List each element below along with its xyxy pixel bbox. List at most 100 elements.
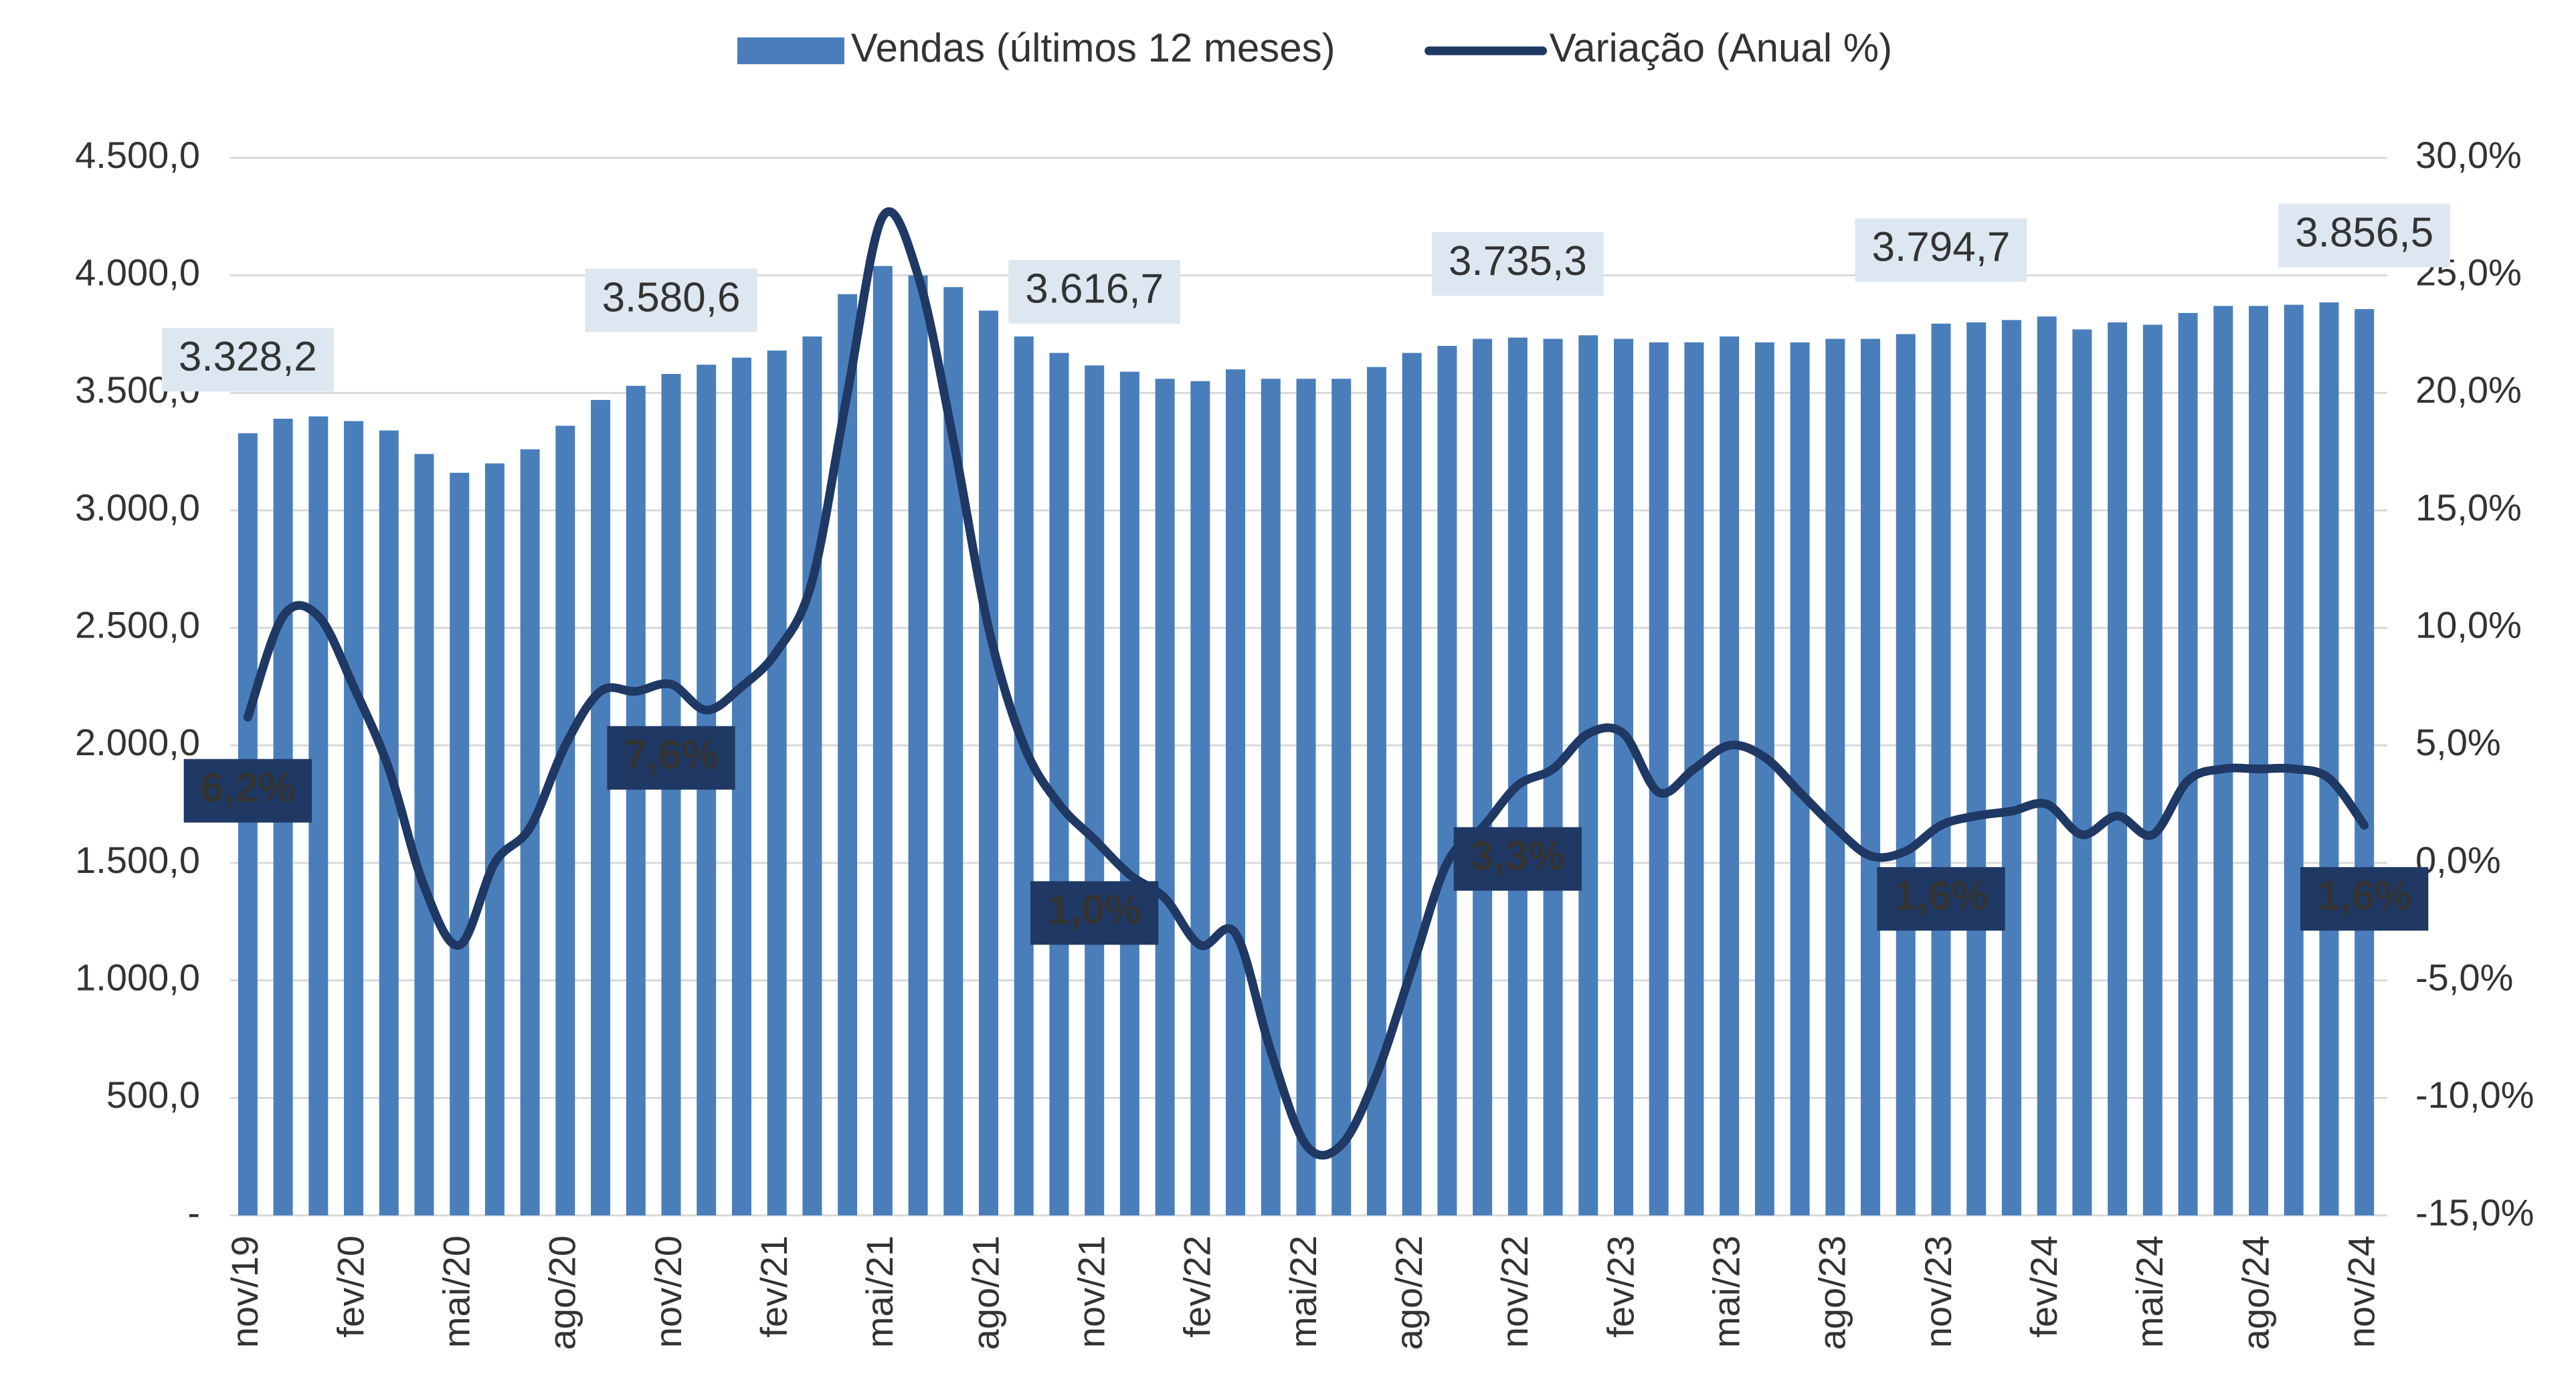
y-tick-label: 500,0 [106,1074,200,1116]
x-tick-label: nov/24 [2340,1235,2382,1348]
y-tick-label: 2.500,0 [75,603,200,646]
bar [697,365,717,1215]
data-label-box [1431,232,1604,296]
bar [344,421,364,1215]
bar [2037,316,2057,1215]
bar [1578,335,1598,1216]
data-label-box [607,726,735,790]
y2-tick-label: -15,0% [2415,1191,2534,1233]
bar [1825,338,1845,1216]
bar [767,351,787,1216]
x-tick-label: ago/21 [964,1235,1006,1350]
data-label-box [1453,827,1582,891]
bar [1155,379,1175,1215]
data-label: 1,6% [1894,873,1988,919]
x-tick-label: fev/23 [1599,1235,1641,1338]
bar [2001,320,2021,1215]
data-label-box [585,268,757,332]
bar [555,425,575,1215]
data-label: 7,6% [624,732,718,778]
x-tick-label: nov/22 [1493,1235,1536,1348]
bar [1861,338,1881,1216]
bar [2108,322,2128,1215]
bar [1296,379,1316,1215]
bar [1119,371,1139,1215]
x-tick-label: mai/22 [1282,1235,1324,1348]
legend-label: Variação (Anual %) [1550,25,1892,70]
bar [1437,346,1457,1215]
bar [379,430,399,1216]
bar [1261,379,1281,1215]
y2-tick-label: -10,0% [2415,1074,2534,1116]
y2-tick-label: 10,0% [2415,603,2522,646]
y-tick-label: 2.000,0 [75,721,200,763]
x-tick-label: mai/23 [1705,1235,1747,1348]
y2-tick-label: 0,0% [2415,839,2501,881]
legend: Vendas (últimos 12 meses) Variação (Anual… [737,25,1892,70]
bar [238,433,258,1215]
bar [1190,381,1210,1216]
bar [2284,304,2304,1215]
legend-label: Vendas (últimos 12 meses) [851,25,1336,70]
x-tick-label: fev/21 [753,1235,795,1338]
bar [414,454,434,1216]
bar [1331,379,1352,1215]
bar [591,399,611,1216]
bar [2248,306,2268,1216]
bar [2319,302,2339,1215]
y-tick-label: 3.000,0 [75,486,200,528]
bar [1473,338,1493,1216]
bar [1896,334,1916,1215]
bar [1966,322,1987,1215]
bar [2178,312,2198,1215]
y-tick-label: 1.000,0 [75,956,200,998]
x-tick-label: ago/20 [541,1235,583,1350]
data-label-box [1030,881,1159,945]
y2-tick-label: -5,0% [2415,956,2513,998]
bar [872,266,893,1216]
y2-tick-label: 20,0% [2415,369,2522,411]
line [243,207,2369,1160]
x-tick-label: ago/24 [2234,1235,2276,1350]
bar [661,374,681,1215]
bar [2072,329,2092,1215]
data-label-box [161,328,334,392]
data-label: 3.328,2 [179,334,317,380]
x-tick-label: fev/20 [329,1235,371,1338]
data-label-box [2278,203,2451,268]
data-label: 6,2% [201,765,295,811]
bar [2213,306,2233,1216]
bar [731,357,751,1216]
x-tick-label: mai/21 [858,1235,901,1348]
y2-tick-label: 15,0% [2415,486,2522,528]
x-tick-label: nov/20 [647,1235,689,1348]
x-tick-label: fev/24 [2023,1235,2065,1338]
x-tick-label: ago/23 [1811,1235,1853,1350]
bar [1754,342,1774,1216]
bar [308,416,329,1215]
bar [802,336,822,1216]
bar [1402,353,1422,1215]
data-label: 3.616,7 [1025,266,1164,312]
x-tick-label: mai/24 [2128,1235,2171,1348]
bar [1014,336,1034,1216]
x-tick-label: mai/20 [435,1235,477,1348]
bar [1613,338,1633,1216]
x-tick-label: ago/22 [1388,1235,1430,1350]
data-label-box [183,759,312,823]
data-label: 1,0% [1047,887,1141,933]
data-label: 3.735,3 [1449,238,1587,284]
data-label: 3.580,6 [602,274,741,320]
data-label: 3.794,7 [1872,224,2011,270]
data-label-box [1008,260,1181,324]
bar [908,275,928,1216]
y-tick-label: 1.500,0 [75,839,200,881]
data-label-box [1855,218,2027,282]
data-label: 3,3% [1471,833,1565,879]
legend-swatch [737,37,844,64]
labels: - 500,0 1.000,0 1.500,0 2.000,0 2.500,0 3.000,… [75,134,2534,1350]
bar [2355,309,2375,1215]
x-tick-label: fev/22 [1176,1235,1218,1338]
